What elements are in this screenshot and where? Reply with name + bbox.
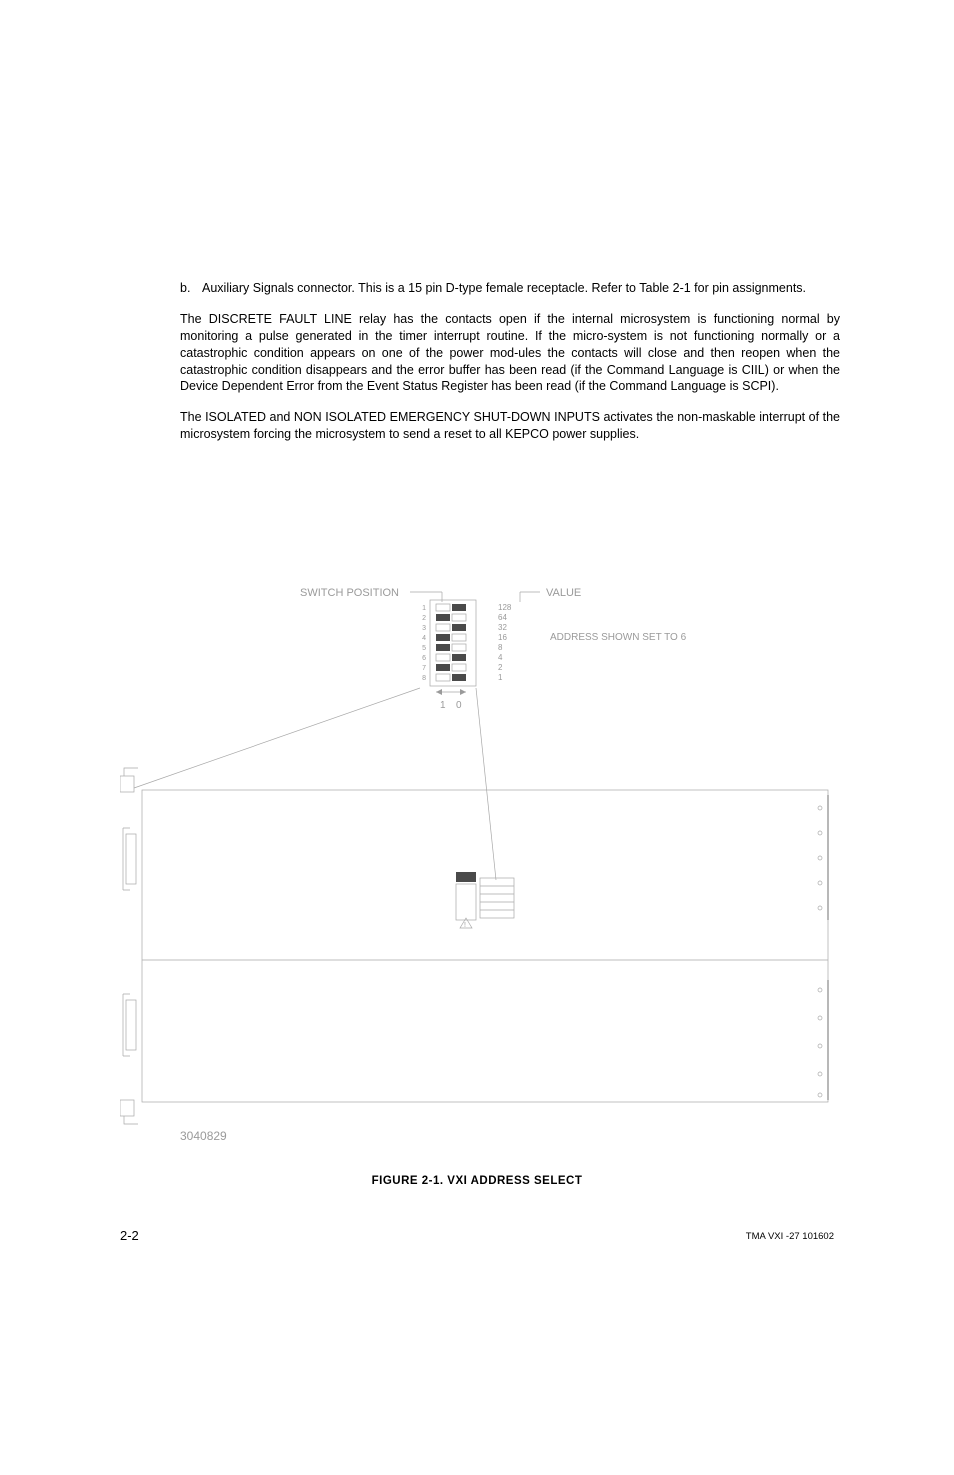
svg-text:5: 5 <box>422 645 426 652</box>
svg-text:32: 32 <box>498 623 507 632</box>
svg-text:2: 2 <box>422 615 426 622</box>
svg-text:0: 0 <box>456 700 462 711</box>
list-text: Auxiliary Signals connector. This is a 1… <box>202 280 806 297</box>
svg-text:2: 2 <box>498 663 503 672</box>
dip-switch-rows: 1 2 3 4 5 6 7 8 <box>422 604 466 682</box>
svg-text:!: ! <box>464 922 466 929</box>
address-text: ADDRESS SHOWN SET TO 6 <box>550 632 687 643</box>
svg-text:64: 64 <box>498 613 507 622</box>
svg-text:3: 3 <box>422 625 426 632</box>
svg-text:16: 16 <box>498 633 507 642</box>
switch-position-label: SWITCH POSITION <box>300 587 399 599</box>
svg-text:8: 8 <box>422 675 426 682</box>
list-marker: b. <box>180 280 202 297</box>
list-item-b: b. Auxiliary Signals connector. This is … <box>180 280 840 297</box>
svg-text:4: 4 <box>422 635 426 642</box>
figure-caption: FIGURE 2-1. VXI ADDRESS SELECT <box>0 1175 954 1187</box>
svg-text:7: 7 <box>422 665 426 672</box>
paragraph-fault-line: The DISCRETE FAULT LINE relay has the co… <box>180 311 840 395</box>
paragraph-shutdown: The ISOLATED and NON ISOLATED EMERGENCY … <box>180 409 840 443</box>
figure-diagram: 1 2 3 4 5 6 7 8 1 0 SWITCH POSITION VALU… <box>120 580 840 1150</box>
svg-text:1: 1 <box>498 673 503 682</box>
svg-text:128: 128 <box>498 603 512 612</box>
pcb-outline: ! <box>120 768 828 1124</box>
svg-text:1: 1 <box>422 605 426 612</box>
svg-text:6: 6 <box>422 655 426 662</box>
svg-text:4: 4 <box>498 653 503 662</box>
svg-text:8: 8 <box>498 643 503 652</box>
page-number: 2-2 <box>120 1228 139 1243</box>
svg-text:1: 1 <box>440 700 446 711</box>
value-label: VALUE <box>546 587 581 599</box>
drawing-number: 3040829 <box>180 1129 227 1143</box>
footer-code: TMA VXI -27 101602 <box>746 1231 834 1242</box>
